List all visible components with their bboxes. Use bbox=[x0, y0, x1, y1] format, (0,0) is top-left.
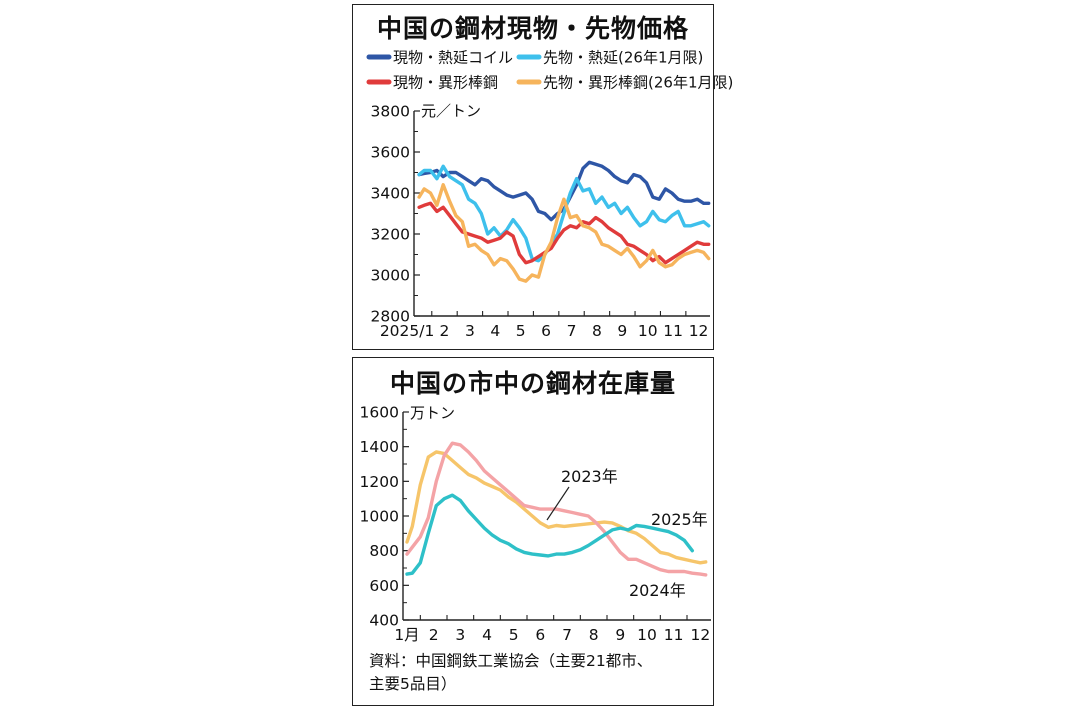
annotation-2023-leader bbox=[546, 486, 570, 521]
inventory-x-tick-label: 5 bbox=[509, 626, 519, 644]
inventory-x-tick-label: 3 bbox=[455, 626, 465, 644]
annotation-2023: 2023年 bbox=[561, 467, 618, 486]
inventory-x-tick-label: 2 bbox=[429, 626, 439, 644]
inventory-chart-title: 中国の市中の鋼材在庫量 bbox=[389, 369, 676, 398]
price-series-line-1 bbox=[417, 164, 711, 263]
inventory-unit-label: 万トン bbox=[410, 404, 455, 422]
price-x-tick-label: 7 bbox=[567, 322, 577, 340]
legend-label-rebar-spot: 現物・異形棒鋼 bbox=[393, 74, 498, 92]
inventory-y-tick-label: 1400 bbox=[360, 438, 399, 456]
price-legend: 現物・熱延コイル 先物・熱延(26年1月限) 現物・異形棒鋼 先物・異形棒鋼(2… bbox=[366, 49, 733, 92]
price-y-tick-label: 3400 bbox=[371, 185, 410, 203]
price-x-tick-label: 3 bbox=[465, 322, 475, 340]
annotation-2024: 2024年 bbox=[629, 581, 686, 600]
legend-label-hot-coil-spot: 現物・熱延コイル bbox=[393, 49, 513, 67]
inventory-series-line-1 bbox=[405, 441, 708, 577]
inventory-x-tick-label: 12 bbox=[690, 626, 710, 644]
inventory-x-tick-label: 9 bbox=[615, 626, 625, 644]
inventory-x-tick-label: 11 bbox=[664, 626, 684, 644]
inventory-y-tick-label: 1000 bbox=[360, 508, 399, 526]
price-chart-panel: 中国の鋼材現物・先物価格 現物・熱延コイル 先物・熱延(26年1月限) 現物・異… bbox=[352, 4, 733, 350]
inventory-x-tick-label: 7 bbox=[562, 626, 572, 644]
price-x-tick-label: 11 bbox=[663, 322, 683, 340]
price-x-tick-label: 2 bbox=[440, 322, 450, 340]
source-line-1: 資料：中国鋼鉄工業協会（主要21都市、 bbox=[369, 652, 653, 670]
price-x-tick-label: 12 bbox=[689, 322, 709, 340]
inventory-chart-panel: 中国の市中の鋼材在庫量 万トン 400 600 800 1000 1200 1400 160… bbox=[352, 357, 714, 706]
price-x-tick-label: 10 bbox=[638, 322, 658, 340]
price-y-tick-label: 3800 bbox=[371, 103, 410, 121]
price-series-line-3 bbox=[417, 183, 711, 283]
price-y-tick-label: 3600 bbox=[371, 144, 410, 162]
inventory-y-tick-label: 400 bbox=[369, 612, 399, 630]
price-y-tick-label: 3200 bbox=[371, 226, 410, 244]
price-x-tick-label: 6 bbox=[541, 322, 551, 340]
legend-label-rebar-futures: 先物・異形棒鋼(26年1月限) bbox=[543, 74, 733, 92]
price-x-tick-label: 4 bbox=[490, 322, 500, 340]
price-x-tick-label: 8 bbox=[592, 322, 602, 340]
price-x-tick-label: 2025/1 bbox=[380, 322, 435, 340]
inventory-x-tick-label: 4 bbox=[482, 626, 492, 644]
inventory-annotations: 2023年 2025年 2024年 bbox=[546, 467, 708, 600]
price-y-tick-label: 2800 bbox=[371, 308, 410, 326]
price-chart: 現物・熱延コイル 先物・熱延(26年1月限) 現物・異形棒鋼 先物・異形棒鋼(2… bbox=[366, 49, 733, 340]
inventory-x-tick-label: 10 bbox=[637, 626, 657, 644]
price-x-tick-label: 5 bbox=[516, 322, 526, 340]
inventory-x-tick-label: 8 bbox=[589, 626, 599, 644]
inventory-y-tick-label: 600 bbox=[369, 577, 399, 595]
annotation-2025: 2025年 bbox=[651, 510, 708, 529]
inventory-y-tick-label: 1200 bbox=[360, 473, 399, 491]
inventory-x-tick-label: 1月 bbox=[394, 626, 419, 644]
legend-label-hot-coil-futures: 先物・熱延(26年1月限) bbox=[543, 49, 703, 67]
price-unit-label: 元／トン bbox=[421, 102, 481, 120]
source-line-2: 主要5品目） bbox=[369, 675, 457, 693]
price-x-tick-label: 9 bbox=[617, 322, 627, 340]
inventory-y-tick-label: 1600 bbox=[360, 404, 399, 422]
price-chart-title: 中国の鋼材現物・先物価格 bbox=[376, 14, 689, 43]
inventory-y-tick-label: 800 bbox=[369, 542, 399, 560]
price-y-tick-label: 3000 bbox=[371, 267, 410, 285]
inventory-series-line-2 bbox=[405, 493, 694, 576]
inventory-series-line-0 bbox=[405, 450, 708, 565]
inventory-x-tick-label: 6 bbox=[535, 626, 545, 644]
